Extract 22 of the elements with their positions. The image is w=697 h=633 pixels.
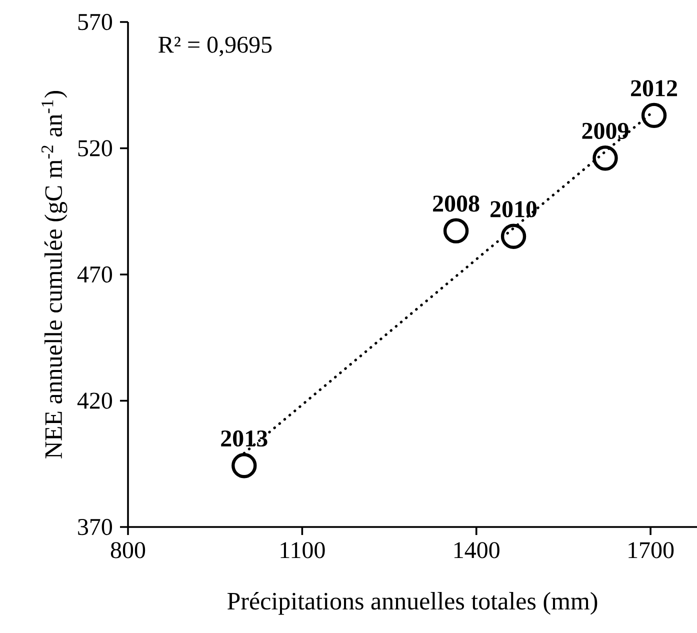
- x-tick-label: 1400: [454, 542, 500, 558]
- y-tick-label: 470: [77, 266, 112, 283]
- y-tick-label: 570: [78, 14, 112, 30]
- point: [443, 218, 469, 244]
- point: [500, 224, 526, 249]
- annotation: 2009: [582, 122, 628, 140]
- x-tick-label: 800: [110, 542, 146, 558]
- y-tick-label: 370: [78, 518, 112, 536]
- y-axis-title: NEE annuelle cumulée (gC m$^{-2}$ an$^{-1}$): [42, 91, 68, 458]
- x-tick-label: 1700: [628, 542, 674, 558]
- point: [641, 102, 667, 128]
- point: [592, 145, 618, 171]
- x-tick-label: 1100: [280, 542, 325, 558]
- annotation: 2013: [221, 430, 268, 447]
- annotation: 2012: [631, 80, 677, 96]
- x-axis-title: Précipitations annuelles totales (mm): [227, 592, 598, 615]
- annotation: 2008: [433, 196, 480, 212]
- y-tick-label: 420: [77, 392, 112, 409]
- point: [232, 453, 257, 478]
- annotation: R² = 0,9695: [158, 36, 272, 56]
- y-tick-label: 520: [78, 140, 112, 156]
- annotation: 2010: [490, 201, 537, 218]
